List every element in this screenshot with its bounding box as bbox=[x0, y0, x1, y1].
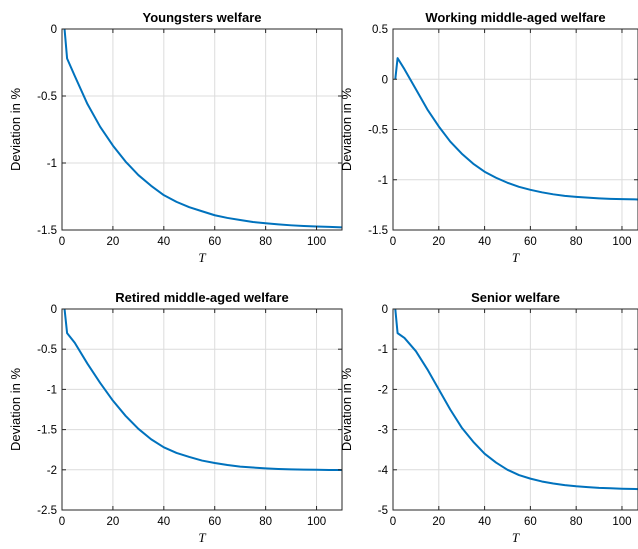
x-tick-label: 80 bbox=[259, 516, 272, 528]
y-tick-label: -1 bbox=[47, 158, 57, 170]
x-tick-label: 0 bbox=[59, 516, 65, 528]
y-tick-label: 0.5 bbox=[372, 24, 388, 36]
series-line-1 bbox=[63, 28, 343, 229]
x-tick-label: 80 bbox=[570, 236, 583, 248]
chart-title: Senior welfare bbox=[471, 290, 560, 305]
y-tick-label: 0 bbox=[51, 304, 57, 316]
x-tick-label: 60 bbox=[208, 516, 221, 528]
y-tick-label: -1 bbox=[378, 344, 388, 356]
plot-area bbox=[62, 309, 342, 510]
chart-panel-4: 0 20 40 60 80 100 0 -1 -2 -3 -4 -5 Senior welfare T De… bbox=[339, 290, 638, 545]
y-tick-label: -0.5 bbox=[37, 344, 57, 356]
axes-frame bbox=[61, 28, 343, 231]
y-tick-label: 0 bbox=[51, 24, 57, 36]
chart-title: Youngsters welfare bbox=[143, 10, 262, 25]
y-tick-label: -4 bbox=[378, 465, 389, 477]
chart-panel-2: 0 20 40 60 80 100 0.5 0 -0.5 -1 -1.5 Working middle… bbox=[339, 10, 638, 265]
x-tick-label: 20 bbox=[432, 236, 445, 248]
y-tick-label: 0 bbox=[382, 74, 388, 86]
y-axis-label: Deviation in % bbox=[339, 368, 354, 452]
y-tick-label: -1 bbox=[47, 384, 57, 396]
x-axis-label: T bbox=[512, 530, 520, 545]
x-tick-label: 40 bbox=[478, 236, 491, 248]
y-tick-label: -1.5 bbox=[37, 425, 57, 437]
y-tick-label: -2 bbox=[47, 465, 57, 477]
y-tick-label: -5 bbox=[378, 505, 388, 517]
series-line-1 bbox=[63, 308, 343, 472]
y-axis-label: Deviation in % bbox=[339, 88, 354, 172]
y-tick-label: -2.5 bbox=[37, 505, 57, 517]
y-tick-label: -1.5 bbox=[368, 225, 388, 237]
axes-frame bbox=[61, 308, 343, 511]
x-tick-label: 80 bbox=[570, 516, 583, 528]
y-tick-label: -0.5 bbox=[368, 125, 388, 137]
x-axis-label: T bbox=[198, 530, 206, 545]
x-tick-label: 20 bbox=[432, 516, 445, 528]
x-axis-label: T bbox=[198, 250, 206, 265]
x-tick-label: 0 bbox=[390, 516, 396, 528]
y-axis-label: Deviation in % bbox=[8, 368, 23, 452]
y-tick-label: -2 bbox=[378, 384, 388, 396]
series-line-1 bbox=[394, 57, 638, 201]
x-tick-label: 100 bbox=[612, 516, 631, 528]
x-tick-label: 0 bbox=[390, 236, 396, 248]
chart-panel-3: 0 20 40 60 80 100 0 -0.5 -1 -1.5 -2 -2.5 Retired mid… bbox=[8, 290, 343, 545]
y-tick-label: -3 bbox=[378, 425, 388, 437]
y-tick-label: -1 bbox=[378, 175, 388, 187]
x-tick-label: 80 bbox=[259, 236, 272, 248]
plot-area bbox=[62, 29, 342, 230]
x-tick-label: 60 bbox=[524, 236, 537, 248]
x-tick-label: 60 bbox=[208, 236, 221, 248]
x-tick-label: 0 bbox=[59, 236, 65, 248]
y-tick-label: 0 bbox=[382, 304, 388, 316]
series-line-1 bbox=[394, 308, 638, 491]
axes-frame bbox=[392, 308, 638, 511]
plot-area bbox=[393, 309, 638, 510]
x-tick-label: 20 bbox=[107, 236, 120, 248]
x-axis-label: T bbox=[512, 250, 520, 265]
x-tick-label: 100 bbox=[307, 516, 326, 528]
x-tick-label: 60 bbox=[524, 516, 537, 528]
x-tick-label: 40 bbox=[157, 516, 170, 528]
y-tick-label: -0.5 bbox=[37, 91, 57, 103]
x-tick-label: 40 bbox=[478, 516, 491, 528]
chart-title: Retired middle-aged welfare bbox=[115, 290, 288, 305]
x-tick-label: 40 bbox=[157, 236, 170, 248]
x-tick-label: 100 bbox=[307, 236, 326, 248]
chart-title: Working middle-aged welfare bbox=[425, 10, 605, 25]
x-tick-label: 100 bbox=[612, 236, 631, 248]
chart-panel-1: 0 20 40 60 80 100 0 -0.5 -1 -1.5 Youngsters welfar… bbox=[8, 10, 343, 265]
x-tick-label: 20 bbox=[107, 516, 120, 528]
y-axis-label: Deviation in % bbox=[8, 88, 23, 172]
y-tick-label: -1.5 bbox=[37, 225, 57, 237]
